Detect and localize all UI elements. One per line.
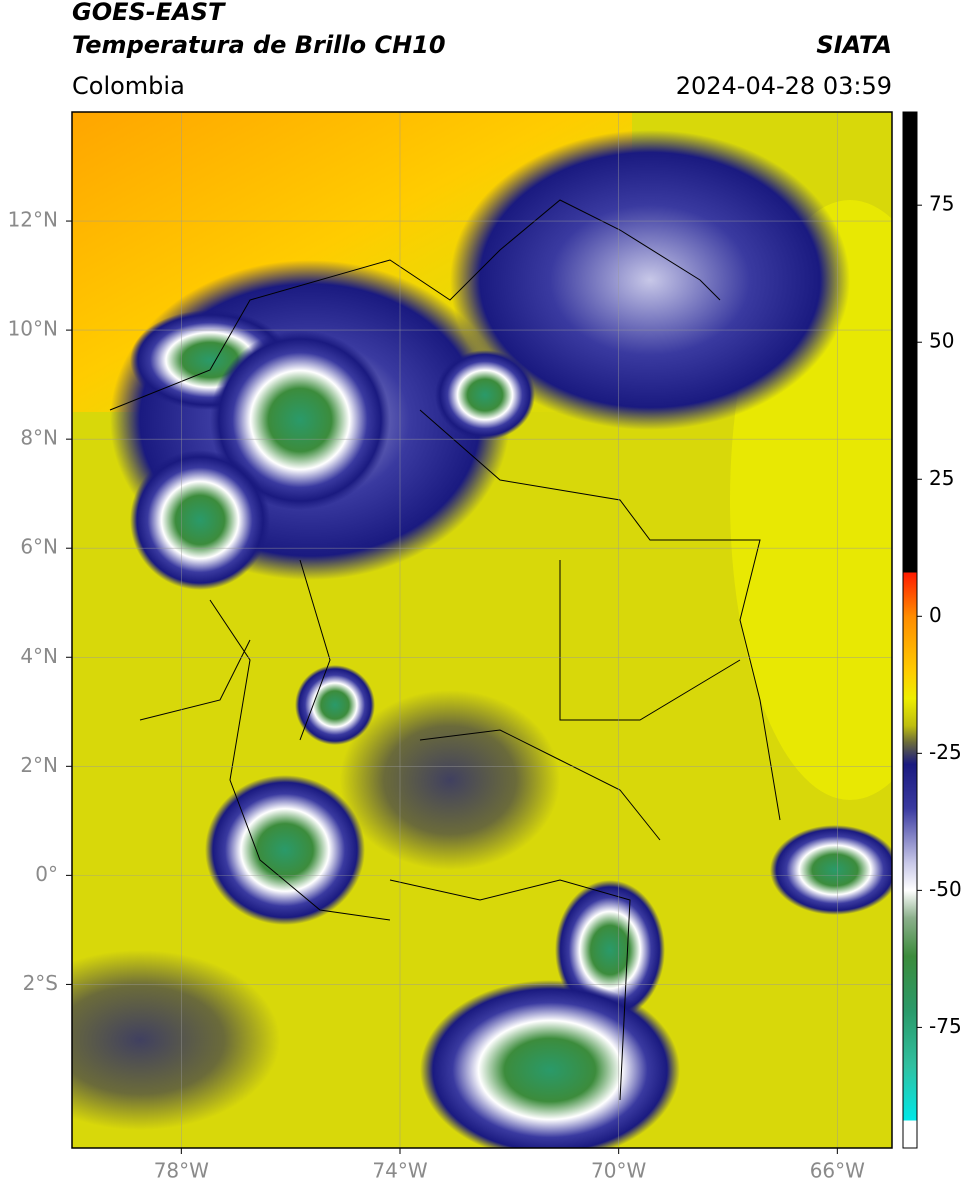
title: GOES-EAST xyxy=(72,0,226,26)
satellite-image xyxy=(72,112,892,1148)
colorbar-tick-label: -25 xyxy=(929,740,962,764)
y-tick-label: 6°N xyxy=(20,535,58,559)
x-tick-label: 66°W xyxy=(810,1159,865,1183)
y-tick-label: 12°N xyxy=(8,208,58,232)
x-tick-label: 74°W xyxy=(372,1159,427,1183)
timestamp: 2024-04-28 03:59 xyxy=(676,72,892,100)
y-tick-label: 10°N xyxy=(8,317,58,341)
region: Colombia xyxy=(72,72,185,100)
colorbar-tick-label: -75 xyxy=(929,1014,962,1038)
y-tick-label: 2°N xyxy=(20,753,58,777)
colorbar-tick-label: 0 xyxy=(929,603,942,627)
x-tick-label: 78°W xyxy=(154,1159,209,1183)
colorbar-tick-label: 50 xyxy=(929,329,954,353)
y-tick-label: 4°N xyxy=(20,644,58,668)
y-tick-label: 0° xyxy=(35,862,58,886)
colorbar-tick-label: 25 xyxy=(929,466,954,490)
borders xyxy=(109,199,781,1101)
subtitle: Temperatura de Brillo CH10 xyxy=(72,31,446,59)
colorbar xyxy=(902,111,918,1149)
colorbar-tick-label: -50 xyxy=(929,877,962,901)
y-tick-label: 8°N xyxy=(20,426,58,450)
x-tick-label: 70°W xyxy=(591,1159,646,1183)
source: SIATA xyxy=(816,31,892,59)
map-frame xyxy=(71,111,893,1149)
colorbar-tick-label: 75 xyxy=(929,192,954,216)
y-tick-label: 2°S xyxy=(23,971,58,995)
